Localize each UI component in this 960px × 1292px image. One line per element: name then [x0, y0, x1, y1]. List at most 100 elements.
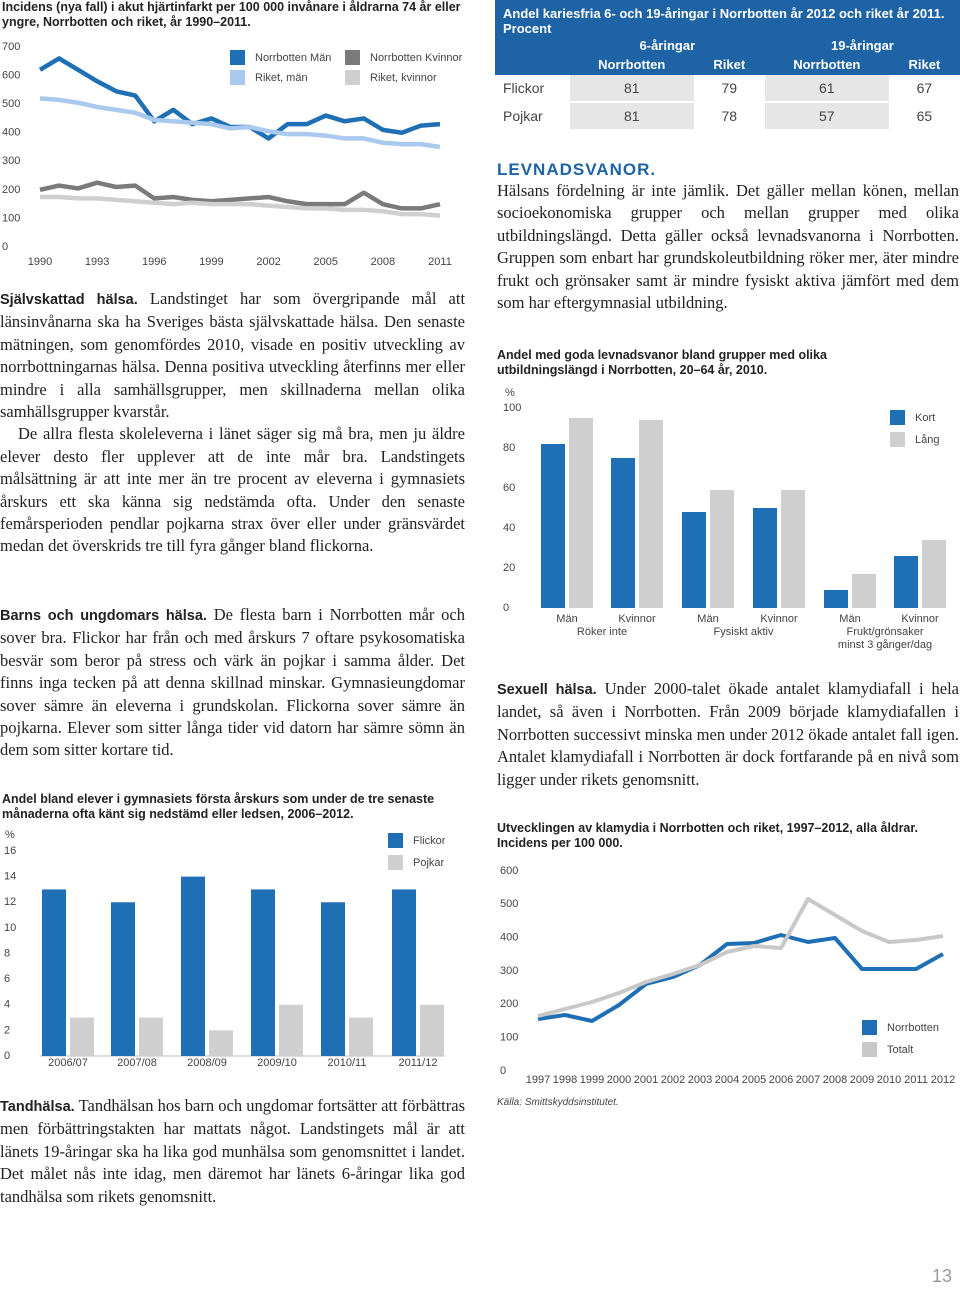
- x-tick-label: 1999: [580, 1074, 604, 1086]
- legend-swatch: [890, 432, 905, 447]
- legend-label: Riket, kvinnor: [370, 72, 437, 84]
- bar: [753, 508, 777, 608]
- y-tick-label: 8: [4, 947, 10, 959]
- text-block: Sexuell hälsa. Under 2000-talet ökade an…: [497, 678, 959, 791]
- chart: 0 20 40 60 80 100% Män Kvinnor Män Kvinnor Män Kvin…: [503, 387, 946, 651]
- legend-swatch: [890, 410, 905, 425]
- text: De flesta barn i Norrbotten mår och sove…: [0, 605, 466, 760]
- y-tick-label: 400: [500, 932, 518, 944]
- bar: [639, 420, 663, 608]
- x-tick-label: 2008: [823, 1074, 847, 1086]
- x-tick-label: 1996: [142, 256, 166, 268]
- y-tick-label: 400: [2, 127, 20, 139]
- column-header: Norrbotten: [598, 56, 666, 72]
- x-tick-label: Kvinnor: [901, 613, 939, 625]
- cell: 81: [569, 102, 694, 131]
- bar: [279, 1004, 303, 1056]
- y-tick-label: 14: [4, 871, 16, 883]
- y-tick-label: 500: [2, 98, 20, 110]
- x-tick-label: 2010: [877, 1074, 901, 1086]
- source: Källa: Smittskyddsinstitutet.: [497, 1097, 619, 1108]
- x-tick-label: 2007/08: [117, 1057, 157, 1069]
- lead: Sexuell hälsa.: [497, 682, 597, 698]
- line-series: [537, 897, 944, 1018]
- bar: [392, 889, 416, 1056]
- legend-swatch: [862, 1042, 877, 1057]
- group-label: Fysiskt aktiv: [714, 626, 774, 638]
- legend-swatch: [388, 833, 403, 848]
- y-tick-label: 300: [500, 965, 518, 977]
- cell: 57: [764, 102, 889, 131]
- bar: [894, 556, 918, 608]
- bar: [611, 458, 635, 608]
- bar: [321, 902, 345, 1056]
- x-tick-label: 2011: [904, 1074, 928, 1086]
- lead: Tandhälsa.: [0, 1099, 75, 1115]
- x-tick-label: Kvinnor: [760, 613, 798, 625]
- group-label: Frukt/grönsaker: [846, 626, 923, 638]
- bar: [710, 490, 734, 608]
- legend-label: Norrbotten: [887, 1022, 939, 1034]
- y-tick-label: 700: [2, 41, 20, 53]
- y-tick-label: 0: [503, 602, 509, 614]
- x-tick-label: 2009/10: [257, 1057, 297, 1069]
- paragraph: Självskattad hälsa. Landstinget har som …: [0, 288, 465, 423]
- line-series: [537, 933, 944, 1023]
- legend-label: Norrbotten Kvinnor: [370, 52, 463, 64]
- bar: [781, 490, 805, 608]
- bar: [251, 889, 275, 1056]
- table-title: Andel kariesfria 6- och 19-åringar i Nor…: [503, 6, 945, 36]
- text-block: LEVNADSVANOR. Hälsans fördelning är inte…: [497, 160, 959, 314]
- y-tick-label: 200: [500, 998, 518, 1010]
- unit-label: %: [505, 387, 515, 399]
- y-tick-label: 10: [4, 922, 16, 934]
- x-tick-label: Kvinnor: [618, 613, 656, 625]
- text: Tandhälsan hos barn och ungdomar fortsät…: [0, 1096, 465, 1206]
- page-number: 13: [932, 1266, 953, 1286]
- group-label: minst 3 gånger/dag: [838, 639, 932, 651]
- legend-swatch: [230, 50, 245, 65]
- y-tick-label: 20: [503, 562, 515, 574]
- group-header: 19-åringar: [831, 38, 894, 53]
- lead: Barns och ungdomars hälsa.: [0, 608, 207, 624]
- x-tick-label: 2007: [796, 1074, 820, 1086]
- x-tick-label: 1990: [28, 256, 52, 268]
- x-tick-label: 2006: [769, 1074, 793, 1086]
- y-tick-label: 0: [500, 1065, 506, 1077]
- x-tick-label: 2012: [931, 1074, 955, 1086]
- legend-label: Flickor: [413, 835, 446, 847]
- chart-title: Utvecklingen av klamydia i Norrbotten oc…: [497, 821, 919, 850]
- paragraph: Barns och ungdomars hälsa. De flesta bar…: [0, 604, 465, 762]
- legend-swatch: [388, 855, 403, 870]
- bar: [541, 444, 565, 608]
- y-tick-label: 300: [2, 155, 20, 167]
- legend-label: Lång: [915, 434, 939, 446]
- y-tick-label: 600: [2, 69, 20, 81]
- bar: [139, 1017, 163, 1056]
- bar: [42, 889, 66, 1056]
- chart: 0 100 200 300 400 500 600 700 1990 1993 1996 1999 20…: [2, 41, 463, 268]
- legend-label: Kort: [915, 412, 935, 424]
- bar: [181, 876, 205, 1056]
- cell: 65: [888, 102, 960, 131]
- text: Landstinget har som övergripande mål att…: [0, 289, 466, 422]
- table: Andel kariesfria 6- och 19-åringar i Nor…: [495, 0, 960, 131]
- x-tick-label: 2011/12: [399, 1057, 438, 1069]
- chart-title: Incidens (nya fall) i akut hjärtinfarkt …: [2, 0, 461, 29]
- legend-swatch: [345, 70, 360, 85]
- x-tick-label: 2002: [661, 1074, 685, 1086]
- text-block: Tandhälsa. Tandhälsan hos barn och ungdo…: [0, 1095, 465, 1208]
- paragraph: Hälsans fördelning är inte jämlik. Det g…: [497, 181, 959, 313]
- row-label: Pojkar: [495, 102, 570, 131]
- y-tick-label: 100: [2, 212, 20, 224]
- column-header: Norrbotten: [793, 56, 861, 72]
- cell: 79: [693, 75, 765, 103]
- x-tick-label: 2010/11: [328, 1057, 367, 1069]
- y-tick-label: 2: [4, 1024, 10, 1036]
- column-header: Riket: [908, 56, 941, 72]
- x-tick-label: 2008/09: [187, 1057, 227, 1069]
- bar: [682, 512, 706, 608]
- x-tick-label: 1993: [85, 256, 109, 268]
- bar: [349, 1017, 373, 1056]
